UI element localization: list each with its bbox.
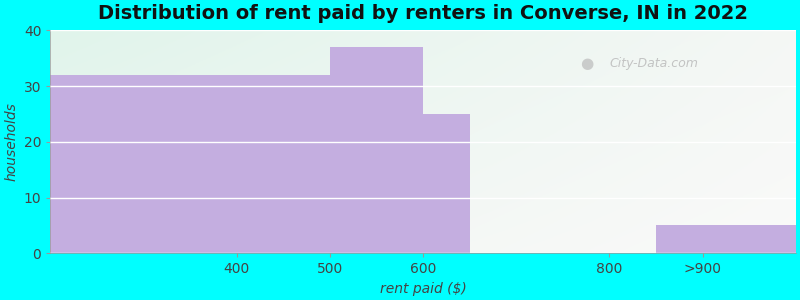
Title: Distribution of rent paid by renters in Converse, IN in 2022: Distribution of rent paid by renters in …	[98, 4, 748, 23]
Text: City-Data.com: City-Data.com	[610, 57, 698, 70]
Bar	[330, 47, 423, 253]
Y-axis label: households: households	[4, 102, 18, 181]
Bar	[50, 75, 330, 253]
Text: ●: ●	[580, 56, 593, 71]
Bar	[656, 225, 796, 253]
X-axis label: rent paid ($): rent paid ($)	[380, 282, 466, 296]
Bar	[423, 114, 470, 253]
